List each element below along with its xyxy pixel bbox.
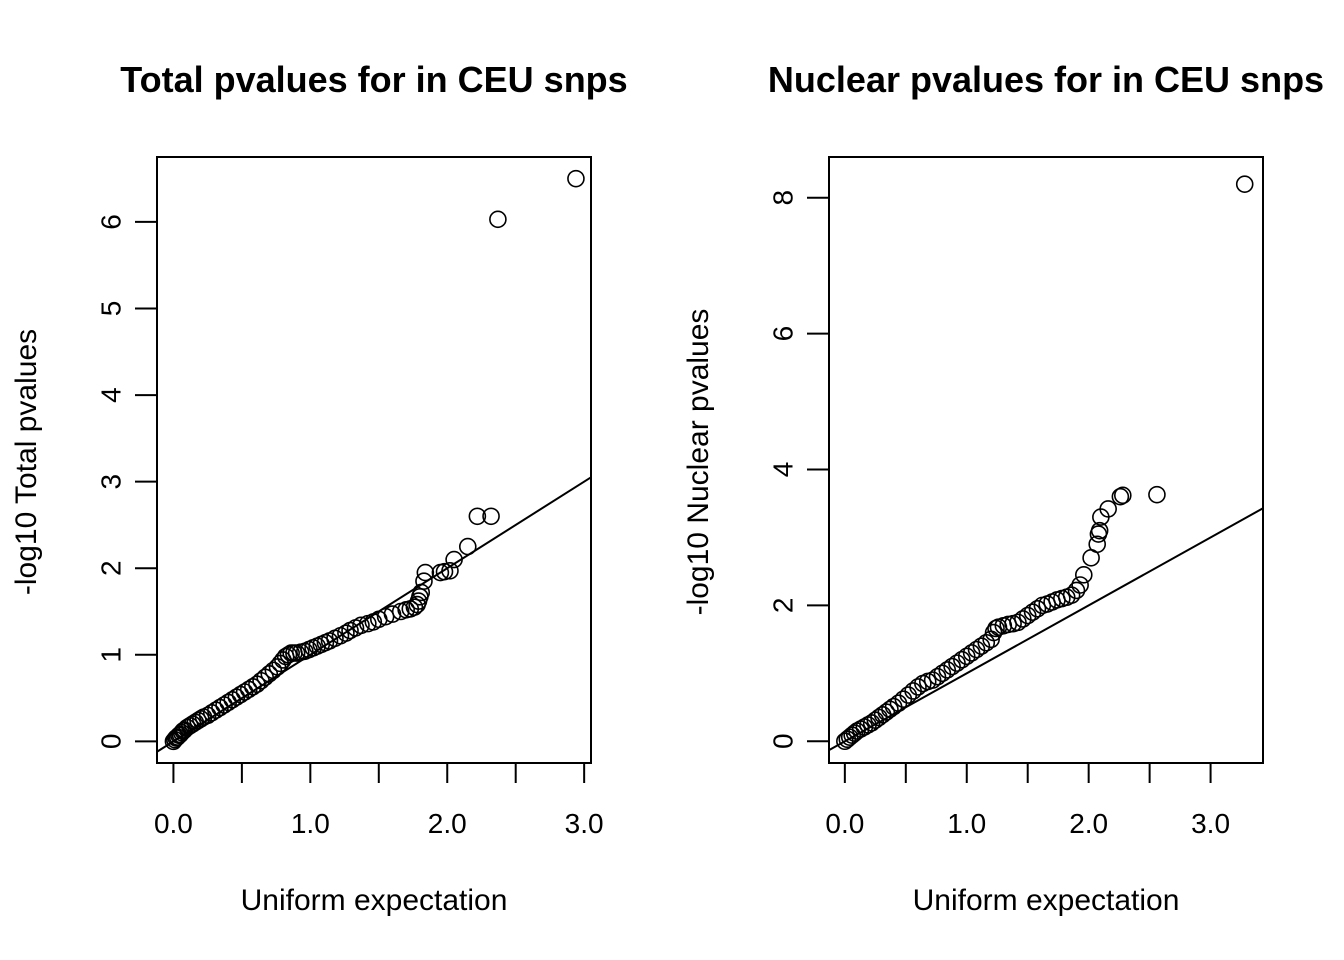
nuclear-y-tick-label-2: 4	[768, 462, 799, 478]
nuclear-point-55	[1071, 576, 1089, 594]
nuclear-point-44	[1018, 606, 1037, 625]
total-y-tick-label-4: 4	[96, 387, 127, 403]
total-x-tick-label-2: 2.0	[428, 808, 467, 839]
nuclear-y-tick-label-3: 6	[768, 326, 799, 342]
total-point-13	[189, 711, 207, 730]
nuclear-point-58	[1088, 535, 1107, 554]
nuclear-point-45	[1023, 603, 1042, 621]
nuclear-point-30	[957, 647, 976, 666]
nuclear-point-60	[1090, 521, 1109, 540]
total-point-73	[445, 550, 463, 569]
nuclear-point-62	[1099, 500, 1117, 518]
total-point-78	[567, 169, 585, 188]
nuclear-y-ticks: 0 2 4 6 8	[768, 190, 829, 749]
total-point-32	[264, 661, 283, 680]
total-point-59	[383, 605, 402, 623]
nuclear-point-43	[1014, 610, 1032, 628]
nuclear-point-56	[1074, 566, 1093, 584]
total-x-tick-label-1: 1.0	[291, 808, 330, 839]
nuclear-point-29	[953, 650, 971, 669]
total-pvalues-panel: Total pvalues for in CEU snps 0.0 1.0 2.0 3…	[10, 59, 628, 917]
total-point-71	[435, 562, 454, 581]
total-x-axis-label: Uniform expectation	[241, 884, 508, 917]
total-point-51	[337, 624, 355, 642]
total-x-ticks: 0.0 1.0 2.0 3.0	[154, 763, 604, 839]
nuclear-point-63	[1111, 487, 1130, 506]
nuclear-points	[836, 175, 1254, 751]
total-point-72	[441, 562, 459, 580]
nuclear-point-42	[1009, 613, 1027, 632]
nuclear-point-54	[1067, 581, 1086, 600]
total-point-67	[412, 583, 431, 602]
nuclear-point-53	[1062, 586, 1081, 604]
total-y-tick-label-2: 2	[96, 560, 127, 576]
total-y-tick-label-6: 6	[96, 214, 127, 230]
nuclear-y-axis-label: -log10 Nuclear pvalues	[682, 309, 715, 616]
nuclear-y-tick-label-0: 0	[768, 733, 799, 749]
nuclear-point-46	[1028, 599, 1047, 618]
nuclear-point-66	[1235, 175, 1254, 193]
total-point-54	[352, 616, 370, 635]
nuclear-point-36	[984, 623, 1003, 642]
nuclear-point-33	[972, 637, 991, 655]
nuclear-x-tick-label-2: 2.0	[1069, 808, 1108, 839]
total-point-68	[415, 572, 433, 591]
nuclear-point-31	[962, 644, 981, 662]
nuclear-pvalues-panel: Nuclear pvalues for in CEU snps 0.0 1.0 2.…	[682, 59, 1324, 917]
nuclear-point-18	[899, 686, 918, 704]
nuclear-point-37	[987, 619, 1005, 638]
total-point-75	[468, 507, 487, 526]
nuclear-point-26	[938, 661, 957, 679]
total-plot-frame	[156, 156, 592, 764]
nuclear-y-tick-label-4: 8	[768, 190, 799, 206]
total-y-axis-label: -log10 Total pvalues	[10, 329, 43, 595]
nuclear-point-20	[909, 678, 927, 696]
total-x-tick-label-3: 3.0	[565, 808, 604, 839]
nuclear-point-27	[943, 657, 961, 676]
total-point-3	[168, 728, 187, 746]
nuclear-point-28	[948, 654, 966, 672]
nuclear-x-axis-label: Uniform expectation	[913, 884, 1180, 917]
nuclear-x-tick-label-3: 3.0	[1191, 808, 1230, 839]
total-y-tick-label-0: 0	[96, 734, 127, 750]
nuclear-point-23	[923, 671, 942, 689]
nuclear-y-tick-label-1: 2	[768, 598, 799, 614]
total-point-63	[405, 598, 424, 616]
nuclear-point-25	[933, 664, 952, 683]
nuclear-point-24	[928, 667, 947, 686]
nuclear-plot-frame	[828, 156, 1264, 764]
total-point-69	[416, 563, 435, 582]
total-point-76	[482, 507, 500, 526]
total-y-tick-label-5: 5	[96, 301, 127, 317]
total-x-tick-label-0: 0.0	[154, 808, 193, 839]
total-point-77	[489, 210, 507, 229]
total-points	[164, 169, 585, 751]
nuclear-point-65	[1148, 485, 1166, 504]
total-point-5	[171, 725, 190, 744]
nuclear-x-tick-label-0: 0.0	[825, 808, 864, 839]
nuclear-x-ticks: 0.0 1.0 2.0 3.0	[825, 763, 1230, 839]
total-y-tick-label-3: 3	[96, 474, 127, 490]
nuclear-point-32	[967, 640, 986, 659]
total-point-74	[458, 537, 477, 556]
nuclear-panel-title: Nuclear pvalues for in CEU snps	[768, 59, 1324, 100]
total-y-tick-label-1: 1	[96, 647, 127, 663]
nuclear-point-64	[1114, 486, 1132, 505]
total-y-ticks: 0 1 2 3 4 5 6	[96, 214, 157, 750]
total-panel-title: Total pvalues for in CEU snps	[120, 59, 627, 100]
nuclear-x-tick-label-1: 1.0	[947, 808, 986, 839]
